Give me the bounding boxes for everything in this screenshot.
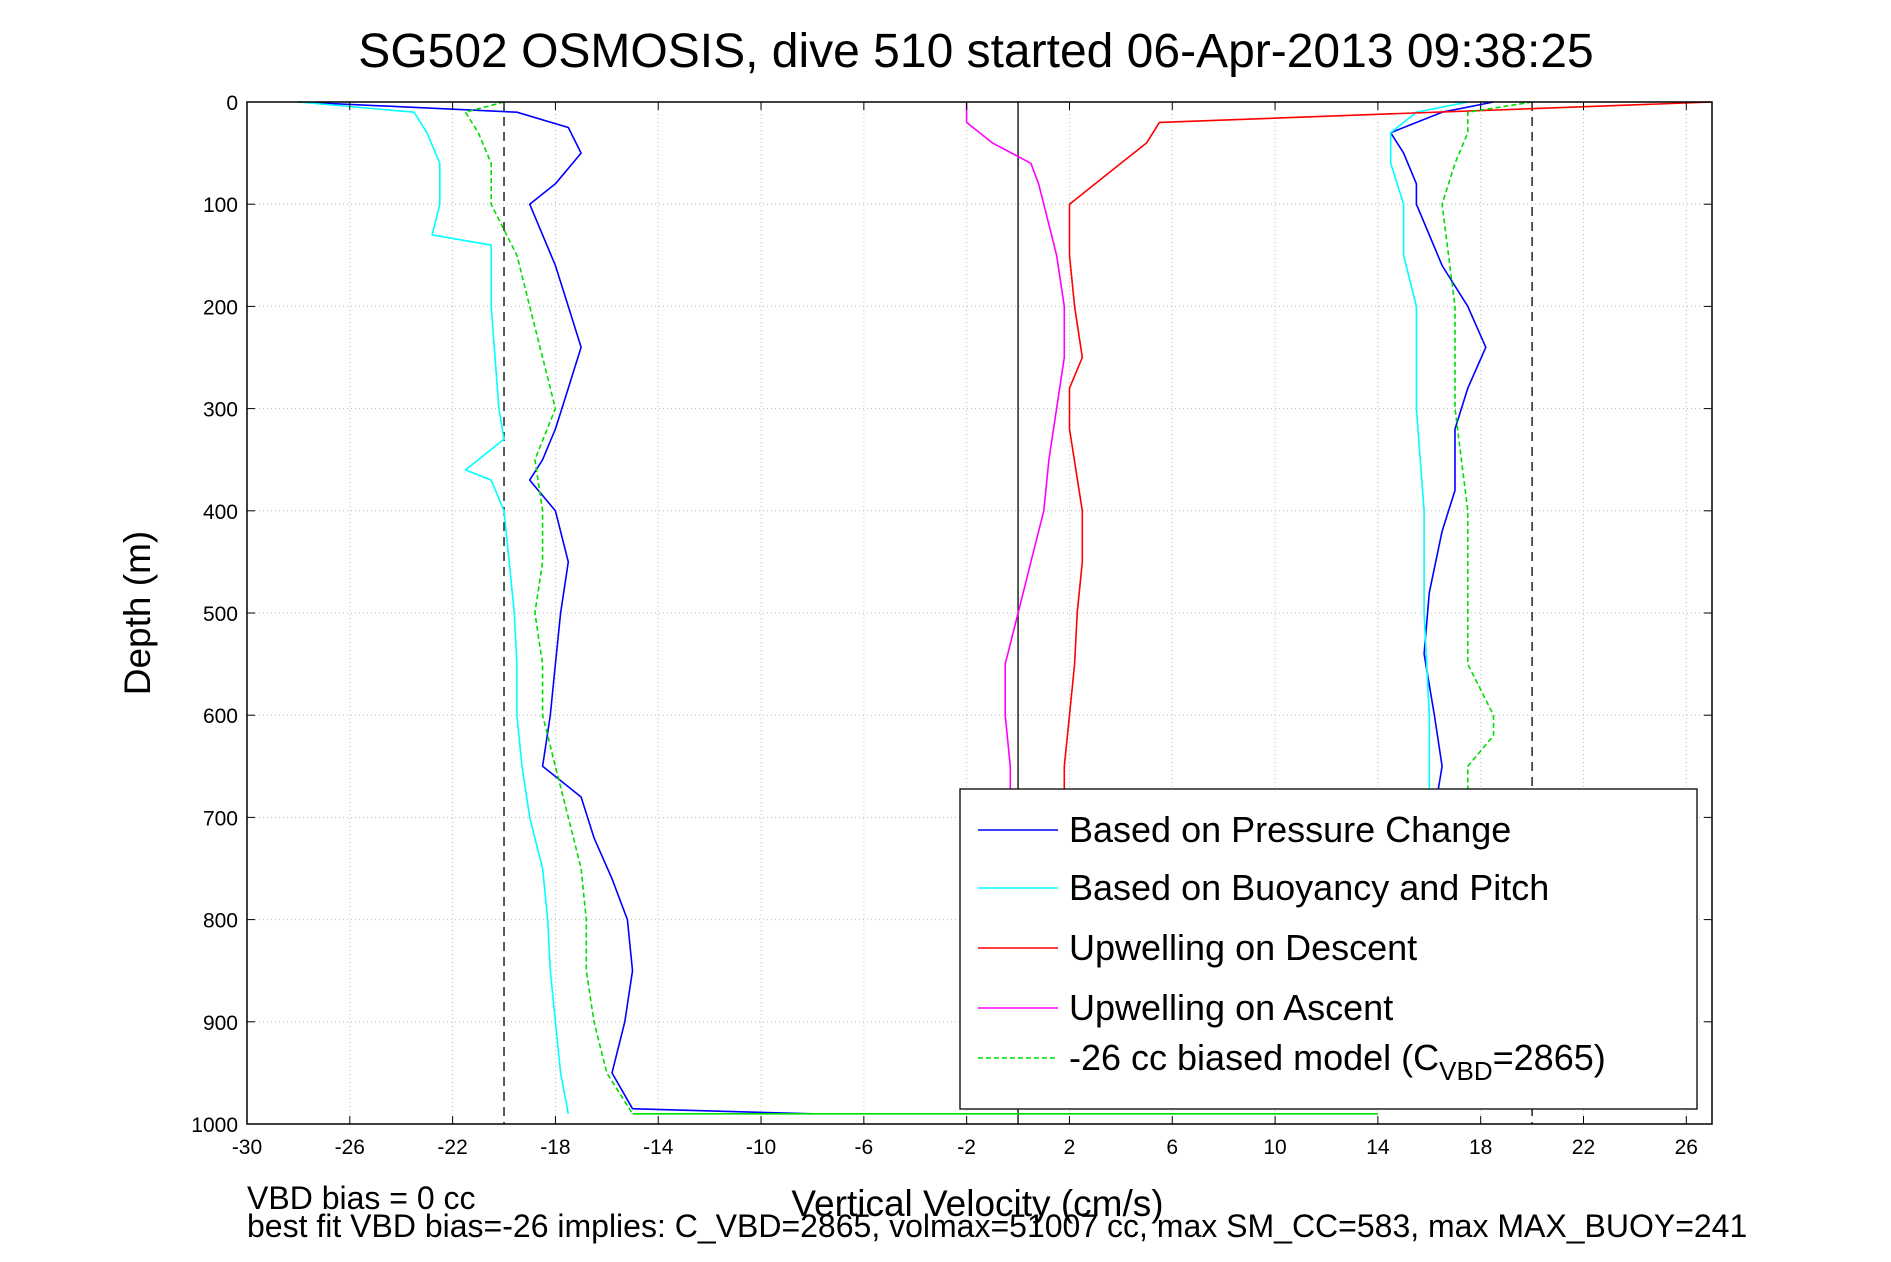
legend-label: Based on Buoyancy and Pitch [1069, 867, 1549, 908]
x-tick-label: -30 [232, 1136, 262, 1159]
y-tick-label: 300 [203, 399, 238, 422]
x-tick-label: -10 [746, 1136, 776, 1159]
y-tick-label: 200 [203, 296, 238, 319]
x-tick-label: -14 [643, 1136, 674, 1159]
y-axis-ticks: 0 100 200 300 400 500 600 700 800 900 1000 [191, 92, 1712, 1137]
y-tick-label: 600 [203, 705, 238, 728]
y-axis-label: Depth (m) [117, 531, 158, 695]
series-1 [298, 101, 1494, 1115]
x-tick-label: 6 [1166, 1136, 1178, 1159]
x-tick-label: 26 [1675, 1136, 1698, 1159]
x-tick-label: 2 [1064, 1136, 1076, 1159]
series-2 [298, 101, 1468, 1114]
x-tick-label: 10 [1263, 1136, 1286, 1159]
x-tick-label: -2 [957, 1136, 976, 1159]
chart-title: SG502 OSMOSIS, dive 510 started 06-Apr-2… [358, 25, 1593, 78]
series-line [298, 101, 570, 1114]
series-line [1389, 101, 1494, 798]
legend-label: Upwelling on Ascent [1069, 987, 1393, 1028]
x-tick-label: -6 [854, 1136, 873, 1159]
y-tick-label: 500 [203, 603, 238, 626]
y-tick-label: 100 [203, 194, 238, 217]
series-5 [464, 101, 1533, 1115]
series-line [1389, 101, 1468, 797]
series-line [1063, 101, 1713, 797]
x-tick-label: 18 [1469, 1136, 1492, 1159]
y-tick-label: 800 [203, 910, 238, 933]
y-tick-label: 0 [226, 92, 238, 115]
x-axis-ticks: -30 -26 -22 -18 -14 -10 -6 -2 2 6 10 14 18 22 26 [232, 102, 1698, 1159]
x-tick-label: -26 [335, 1136, 365, 1159]
series-group [298, 101, 1713, 1115]
x-tick-label: -18 [540, 1136, 570, 1159]
y-tick-label: 400 [203, 501, 238, 524]
series-3 [1063, 101, 1713, 797]
x-tick-label: 14 [1366, 1136, 1390, 1159]
y-tick-label: 700 [203, 807, 238, 830]
series-line [464, 101, 634, 1115]
series-4 [965, 102, 1066, 797]
x-tick-label: -22 [437, 1136, 467, 1159]
series-line [965, 102, 1066, 797]
y-tick-label: 900 [203, 1012, 238, 1035]
footer-fit-line: best fit VBD bias=-26 implies: C_VBD=286… [247, 1208, 1748, 1244]
x-tick-label: 22 [1572, 1136, 1595, 1159]
legend: Based on Pressure Change Based on Buoyanc… [959, 788, 1698, 1110]
series-line [1441, 101, 1533, 797]
series-line [298, 101, 813, 1115]
legend-label: Upwelling on Descent [1069, 927, 1417, 968]
y-tick-label: 1000 [191, 1114, 238, 1137]
x-axis-label: Vertical Velocity (cm/s) [791, 1183, 1163, 1224]
legend-box [959, 788, 1698, 1110]
footer-bias-line: VBD bias = 0 cc [247, 1180, 476, 1216]
legend-label: -26 cc biased model (CVBD=2865) [1069, 1037, 1606, 1086]
legend-label: Based on Pressure Change [1069, 809, 1511, 850]
